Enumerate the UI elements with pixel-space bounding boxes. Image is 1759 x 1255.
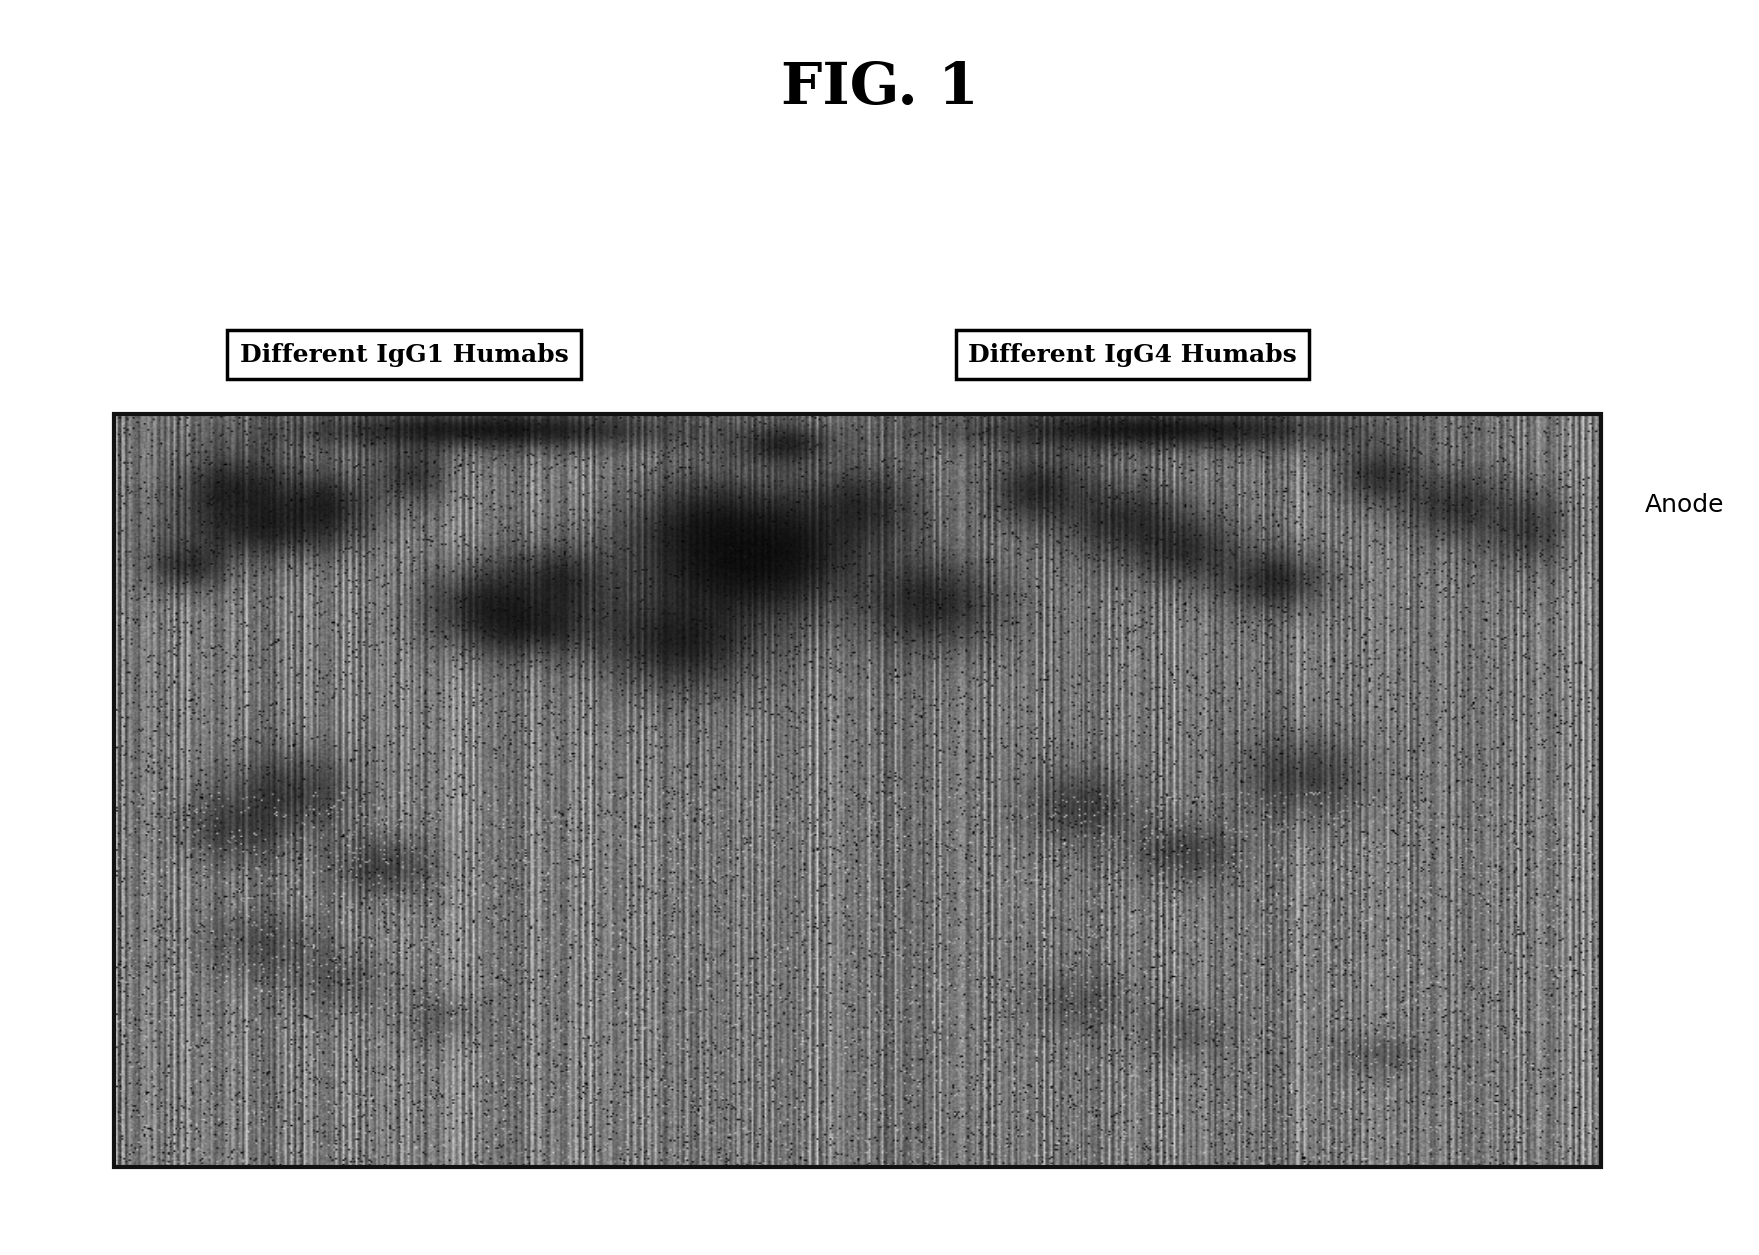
- Bar: [114, 414, 1601, 1167]
- Text: Different IgG1 Humabs: Different IgG1 Humabs: [239, 343, 568, 366]
- Text: Different IgG4 Humabs: Different IgG4 Humabs: [967, 343, 1296, 366]
- Text: Anode: Anode: [1645, 492, 1724, 517]
- Text: FIG. 1: FIG. 1: [781, 60, 978, 115]
